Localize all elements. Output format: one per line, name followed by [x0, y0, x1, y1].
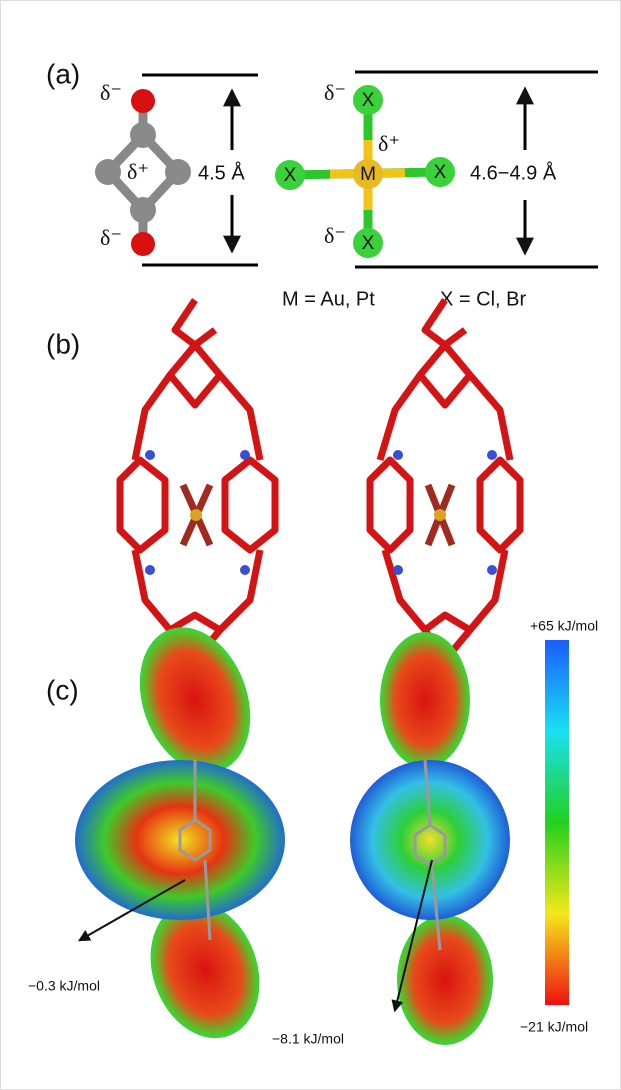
panel-label: (a): [46, 58, 80, 89]
annotation: −8.1 kJ/mol: [272, 1031, 344, 1047]
panel-label: (c): [46, 674, 79, 705]
charge: δ⁻: [100, 225, 122, 250]
distance-label: 4.5 Å: [198, 161, 245, 184]
atom-label: M: [360, 164, 376, 185]
scale-label: −21 kJ/mol: [520, 1019, 588, 1035]
atom-label: X: [284, 165, 297, 186]
charge: δ⁺: [127, 159, 149, 184]
annotation: −0.3 kJ/mol: [28, 978, 100, 994]
atom-label: X: [362, 90, 375, 111]
charge: δ⁻: [324, 80, 346, 105]
legend-text: X = Cl, Br: [440, 288, 526, 310]
atom-label: X: [434, 162, 447, 183]
charge: δ⁻: [324, 223, 346, 248]
legend-text: M = Au, Pt: [282, 288, 375, 310]
panel-label: (b): [46, 328, 80, 359]
atom-label: X: [362, 233, 375, 254]
distance-label: 4.6−4.9 Å: [470, 161, 557, 184]
scale-label: +65 kJ/mol: [530, 618, 598, 634]
figure: (a) δ⁻ δ⁺ δ⁻ 4.5 Å X X X X M δ⁻ δ⁺: [0, 0, 621, 1090]
charge: δ⁺: [378, 131, 400, 156]
charge: δ⁻: [100, 80, 122, 105]
